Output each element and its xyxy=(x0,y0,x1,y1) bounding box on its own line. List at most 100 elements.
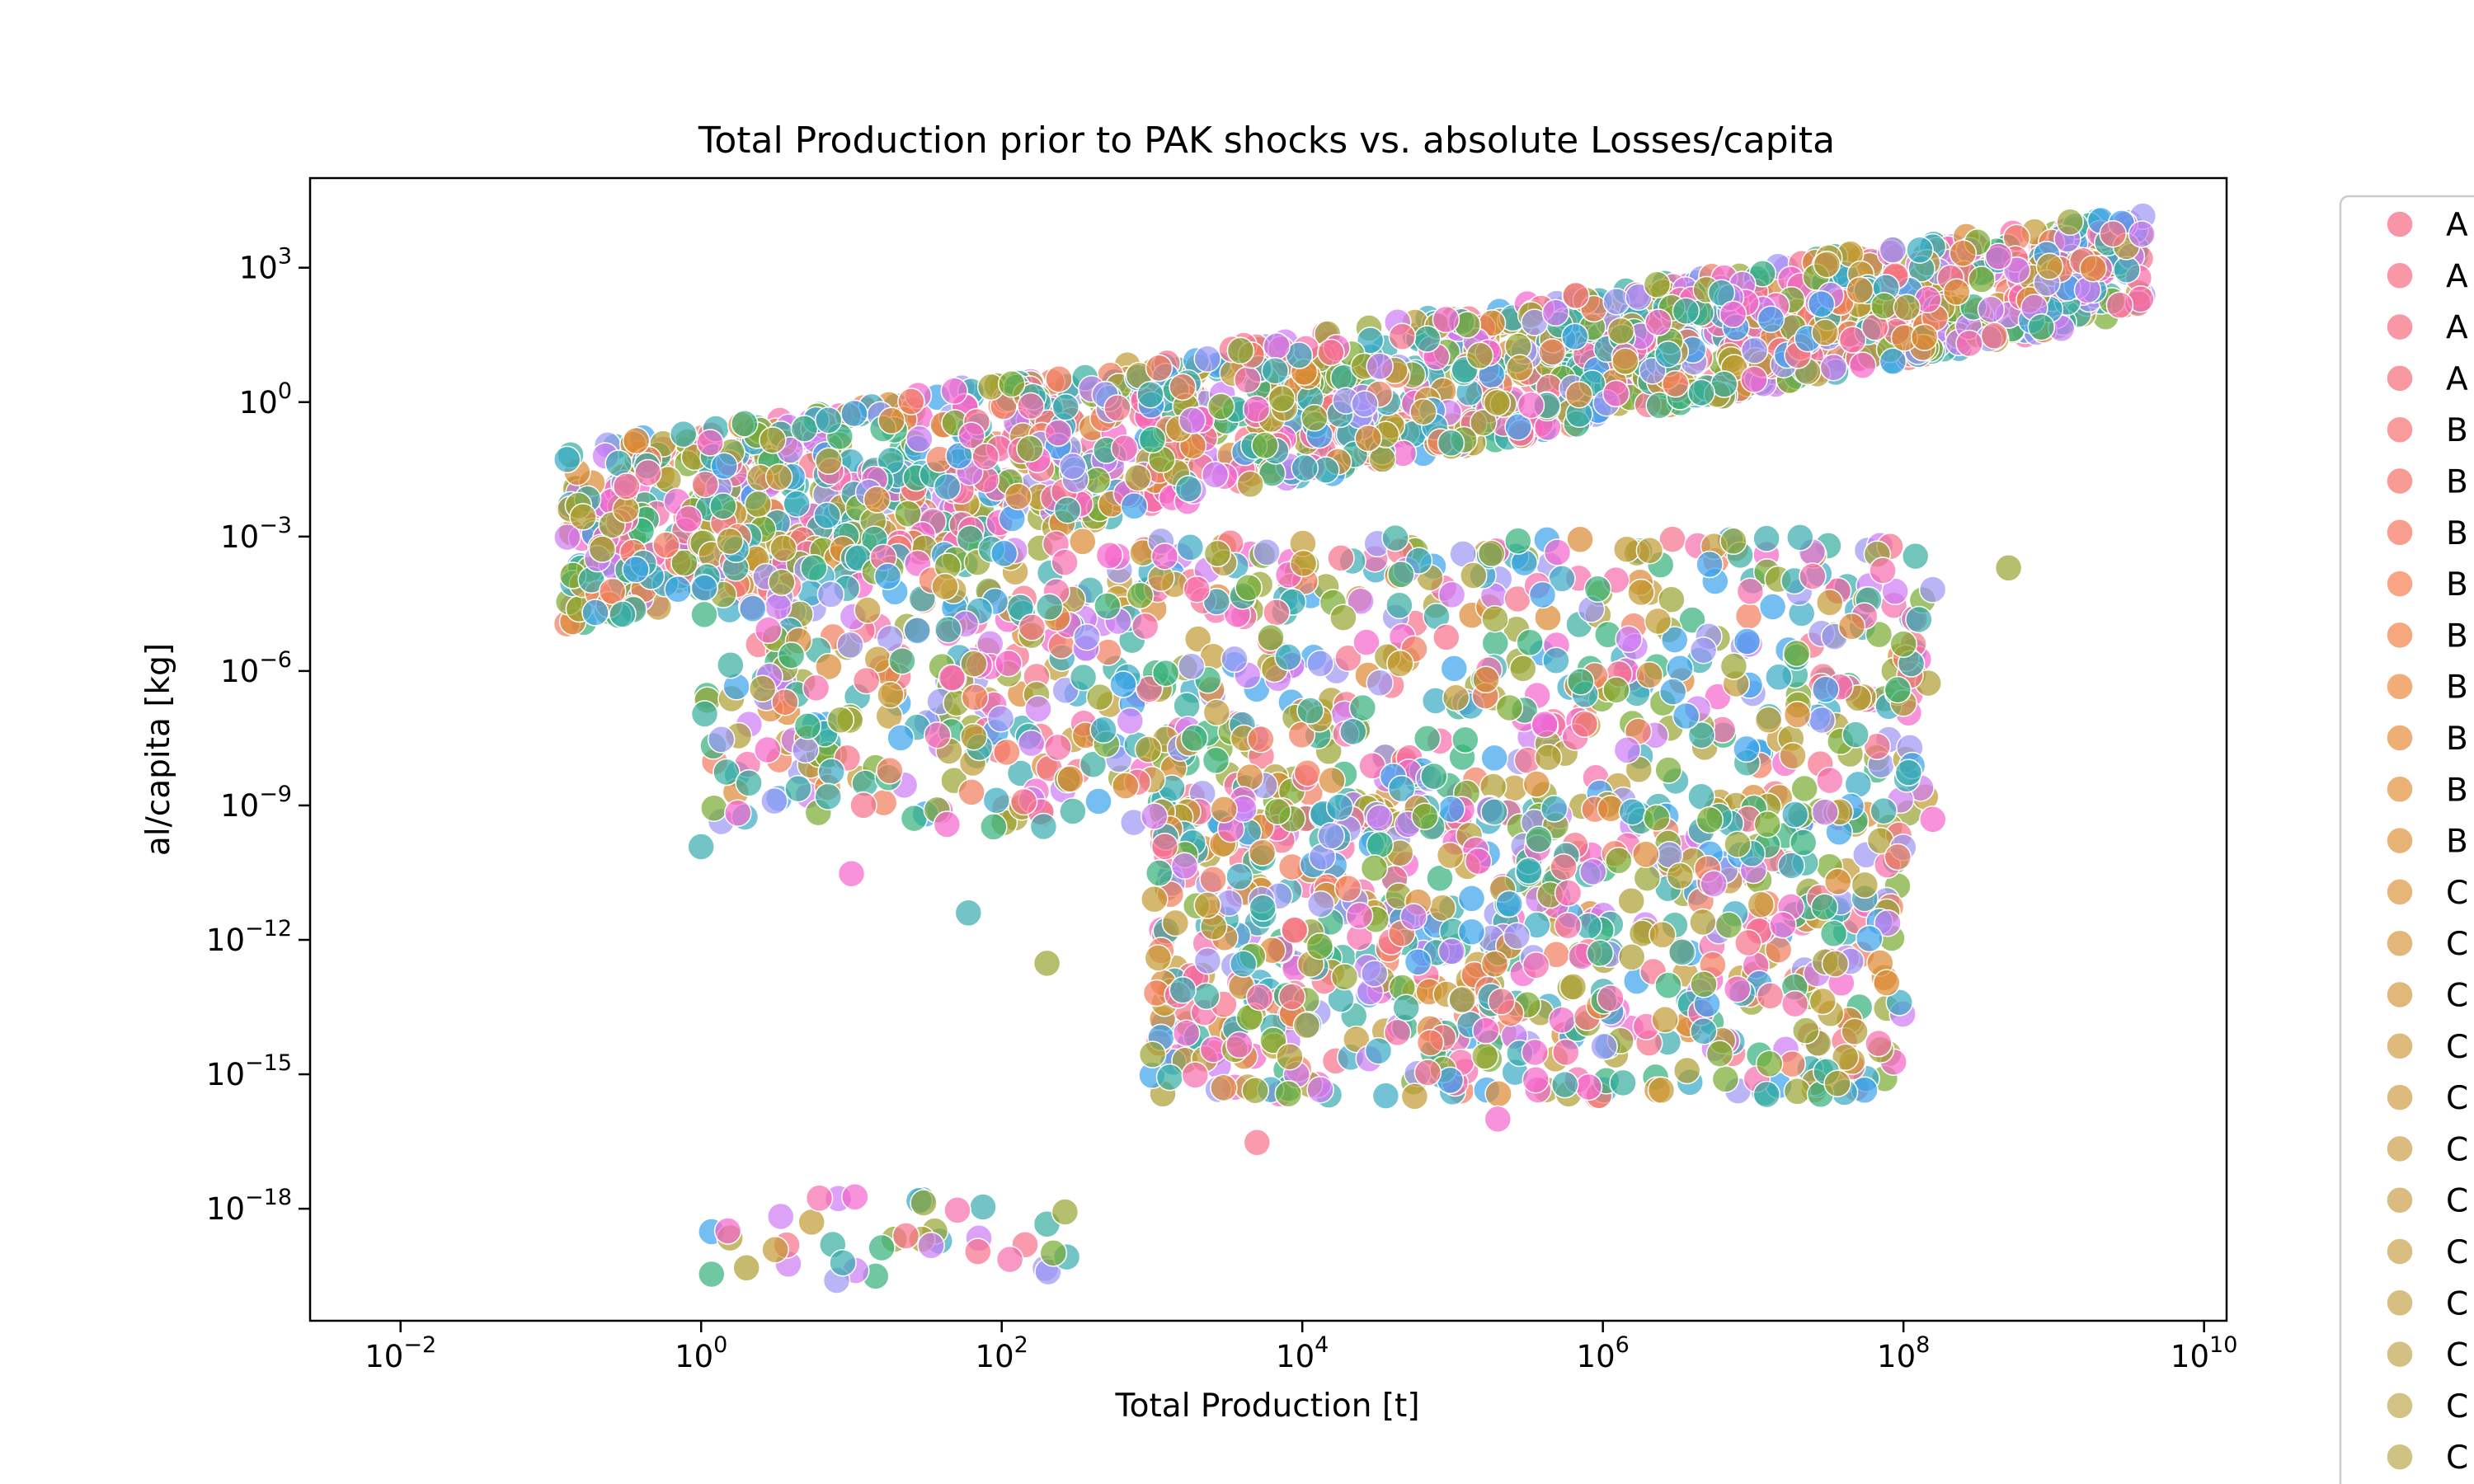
data-point xyxy=(754,735,782,764)
data-point xyxy=(980,813,1008,841)
data-point xyxy=(1017,729,1046,758)
data-point xyxy=(1678,606,1706,634)
data-point xyxy=(817,758,845,786)
data-point xyxy=(1084,787,1112,815)
data-point xyxy=(792,735,820,764)
data-point xyxy=(1786,524,1814,552)
data-point xyxy=(1543,538,1572,566)
data-point xyxy=(815,447,843,476)
legend-label: A xyxy=(2446,207,2468,244)
data-point xyxy=(1366,830,1395,859)
data-point xyxy=(1792,1017,1820,1045)
data-point xyxy=(800,554,828,582)
data-point xyxy=(1643,270,1672,299)
data-point xyxy=(1138,1040,1167,1068)
data-point xyxy=(1145,354,1174,383)
data-point xyxy=(1632,840,1660,868)
data-point xyxy=(1879,236,1907,264)
data-point xyxy=(829,1248,857,1277)
data-point xyxy=(1687,378,1715,407)
data-point xyxy=(1178,406,1206,434)
data-point xyxy=(1574,1073,1603,1101)
data-point xyxy=(1552,1038,1580,1067)
data-point xyxy=(1649,921,1677,949)
data-point xyxy=(1155,1063,1184,1092)
data-point xyxy=(1325,793,1354,821)
data-point xyxy=(1918,575,1947,603)
data-point xyxy=(905,425,934,453)
data-point xyxy=(1069,528,1097,556)
data-point xyxy=(954,899,983,928)
data-point xyxy=(1089,716,1117,744)
data-point xyxy=(1451,726,1479,754)
data-point xyxy=(1586,939,1615,967)
data-point xyxy=(1696,550,1724,579)
data-point xyxy=(2079,254,2107,283)
data-point xyxy=(1437,937,1466,965)
data-point xyxy=(1263,599,1291,627)
data-point xyxy=(1226,336,1255,365)
data-point xyxy=(698,1260,726,1289)
data-point xyxy=(1120,492,1149,520)
data-point xyxy=(1136,380,1164,409)
data-point xyxy=(964,1237,992,1266)
data-point xyxy=(1747,890,1776,918)
legend-marker xyxy=(2386,519,2414,547)
data-point xyxy=(1400,1082,1429,1111)
data-point xyxy=(1548,1006,1576,1034)
data-point xyxy=(1611,347,1639,375)
data-point xyxy=(1150,542,1179,571)
data-point xyxy=(1884,675,1912,704)
data-point xyxy=(1483,388,1512,417)
data-point xyxy=(1874,909,1902,937)
legend-label: B xyxy=(2446,669,2468,707)
data-point xyxy=(759,426,787,454)
data-point xyxy=(1550,1070,1579,1099)
axes-frame xyxy=(308,176,2228,1322)
data-point xyxy=(1559,973,1587,1001)
data-point xyxy=(1383,1018,1412,1047)
data-point xyxy=(957,778,985,806)
data-point xyxy=(1906,236,1934,264)
data-point xyxy=(940,377,968,406)
data-point xyxy=(1126,581,1155,610)
data-point xyxy=(910,1189,938,1217)
legend-marker xyxy=(2386,261,2414,290)
data-point xyxy=(1885,989,1913,1017)
data-point xyxy=(1606,317,1635,345)
data-point xyxy=(1366,669,1394,697)
data-point xyxy=(1740,365,1768,393)
legend-label: A xyxy=(2446,258,2468,295)
data-point xyxy=(1348,693,1377,722)
legend-label: C xyxy=(2446,1285,2468,1322)
data-point xyxy=(1579,857,1607,886)
data-point xyxy=(1823,867,1852,896)
data-point xyxy=(553,523,581,552)
data-point xyxy=(1172,1019,1201,1047)
data-point xyxy=(1169,373,1197,402)
data-point xyxy=(1330,962,1359,991)
data-point xyxy=(1690,970,1718,998)
data-point xyxy=(1192,982,1221,1011)
data-point xyxy=(1387,774,1416,803)
data-point xyxy=(1780,801,1809,829)
data-point xyxy=(1714,911,1743,939)
y-tick-label: 10−15 xyxy=(206,1050,292,1092)
data-point xyxy=(1051,1198,1079,1226)
data-point xyxy=(1736,577,1765,606)
data-point xyxy=(1711,1065,1740,1093)
data-point xyxy=(793,712,822,740)
data-point xyxy=(1528,580,1557,609)
data-point xyxy=(1480,798,1508,826)
data-point xyxy=(1004,482,1032,510)
data-point xyxy=(1777,852,1805,880)
data-point xyxy=(1044,733,1072,762)
data-point xyxy=(1464,847,1493,876)
data-point xyxy=(1666,862,1695,890)
data-point xyxy=(1180,724,1209,753)
data-point xyxy=(690,700,719,728)
data-point xyxy=(768,568,796,597)
data-point xyxy=(710,452,739,481)
data-point xyxy=(1602,379,1630,408)
data-point xyxy=(1660,626,1689,654)
